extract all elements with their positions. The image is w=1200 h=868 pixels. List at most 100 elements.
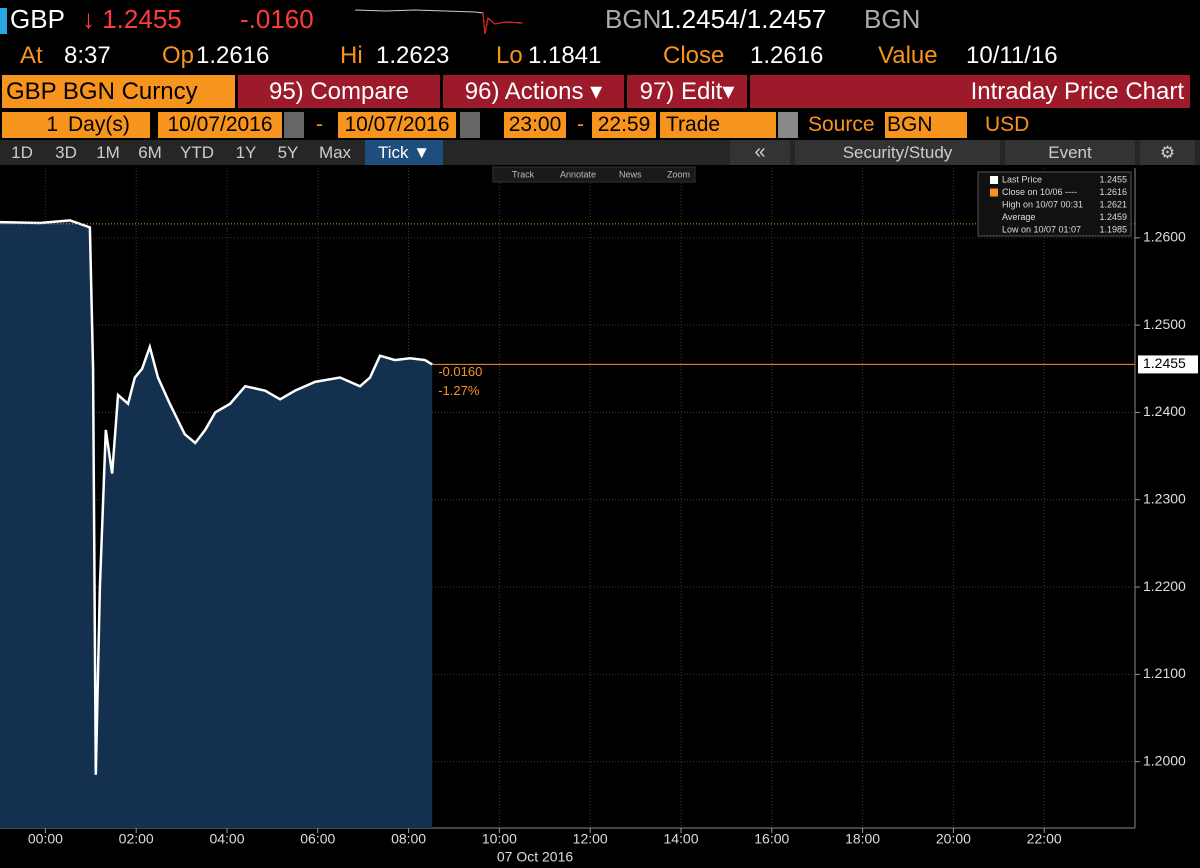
x-tick-label: 08:00 bbox=[391, 831, 426, 847]
chart-tool: News bbox=[619, 169, 642, 179]
x-tick-label: 10:00 bbox=[482, 831, 517, 847]
y-tick-label: 1.2300 bbox=[1143, 490, 1186, 506]
field-select[interactable]: Trade bbox=[660, 112, 776, 138]
period-unit[interactable]: Day(s) bbox=[62, 112, 150, 138]
chart-tool: Track bbox=[512, 169, 535, 179]
calendar-icon[interactable] bbox=[284, 112, 304, 138]
legend-value: 1.2459 bbox=[1099, 212, 1127, 222]
quote-label: Hi bbox=[340, 42, 363, 69]
source-field[interactable]: BGN bbox=[885, 112, 967, 138]
dropdown-button[interactable] bbox=[778, 112, 798, 138]
x-tick-label: 00:00 bbox=[28, 831, 63, 847]
y-tick-label: 1.2600 bbox=[1143, 229, 1186, 245]
range-tab[interactable]: 5Y bbox=[277, 143, 299, 162]
chart-tool: Annotate bbox=[560, 169, 596, 179]
legend-label: Last Price bbox=[1002, 174, 1042, 184]
range-tab[interactable]: 1D bbox=[11, 143, 33, 162]
bid-ask: 1.2454/1.2457 bbox=[660, 4, 827, 34]
legend-value: 1.1985 bbox=[1099, 224, 1127, 234]
x-tick-label: 04:00 bbox=[209, 831, 244, 847]
tab-bar bbox=[0, 140, 1200, 165]
legend-label: Close on 10/06 ---- bbox=[1002, 187, 1077, 197]
range-tab[interactable]: 3D bbox=[55, 143, 77, 162]
x-tick-label: 02:00 bbox=[119, 831, 154, 847]
start-date[interactable]: 10/07/2016 bbox=[158, 112, 282, 138]
calendar-icon[interactable] bbox=[460, 112, 480, 138]
x-axis-label: 07 Oct 2016 bbox=[497, 849, 573, 865]
quote-label: Value bbox=[878, 42, 938, 69]
range-tab[interactable]: Max bbox=[318, 143, 352, 162]
x-tick-label: 20:00 bbox=[936, 831, 971, 847]
chart-tools bbox=[492, 166, 696, 183]
legend-label: Average bbox=[1002, 212, 1035, 222]
menu-button[interactable]: 96) Actions ▾ bbox=[443, 75, 624, 108]
range-tab[interactable]: 1Y bbox=[235, 143, 257, 162]
period-field[interactable]: 1 bbox=[2, 112, 62, 138]
x-tick-label: 16:00 bbox=[754, 831, 789, 847]
x-tick-label: 14:00 bbox=[663, 831, 698, 847]
range-tab[interactable]: 6M bbox=[138, 143, 162, 162]
legend-label: Low on 10/07 01:07 bbox=[1002, 224, 1081, 234]
legend-value: 1.2616 bbox=[1099, 187, 1127, 197]
chart-tool: Zoom bbox=[667, 169, 690, 179]
change-annotation: -0.0160 bbox=[438, 364, 482, 379]
quote-value: 10/11/16 bbox=[966, 42, 1058, 69]
end-date[interactable]: 10/07/2016 bbox=[338, 112, 456, 138]
x-tick-label: 18:00 bbox=[845, 831, 880, 847]
collapse-button[interactable]: « bbox=[730, 140, 790, 165]
ticker-marker bbox=[0, 8, 7, 34]
legend-swatch bbox=[990, 176, 998, 184]
quote-label: Op bbox=[162, 42, 195, 69]
quote-label: Close bbox=[663, 42, 725, 69]
change-annotation: -1.27% bbox=[438, 383, 480, 398]
quote-value: 8:37 bbox=[64, 42, 111, 69]
x-tick-label: 06:00 bbox=[300, 831, 335, 847]
last-price: ↓ 1.2455 bbox=[82, 4, 182, 34]
settings-button[interactable]: ⚙ bbox=[1140, 140, 1195, 165]
start-time[interactable]: 23:00 bbox=[504, 112, 566, 138]
menu-button[interactable]: 95) Compare bbox=[238, 75, 440, 108]
legend-swatch bbox=[990, 188, 998, 197]
quote-label: At bbox=[20, 42, 43, 69]
area bbox=[0, 220, 433, 828]
quote-value: 1.2623 bbox=[376, 42, 450, 69]
range-tab[interactable]: YTD bbox=[180, 143, 214, 162]
security-study-button[interactable]: Security/Study bbox=[795, 140, 1000, 165]
x-tick-label: 12:00 bbox=[573, 831, 608, 847]
currency[interactable]: USD bbox=[985, 113, 1030, 136]
end-time[interactable]: 22:59 bbox=[592, 112, 656, 138]
quote-value: 1.2616 bbox=[196, 42, 270, 69]
price-line bbox=[0, 219, 433, 775]
ask-source: BGN bbox=[864, 4, 921, 34]
legend-value: 1.2621 bbox=[1099, 199, 1127, 209]
y-tick-label: 1.2500 bbox=[1143, 316, 1186, 332]
security-field[interactable]: GBP BGN Curncy bbox=[2, 75, 235, 108]
x-tick-label: 22:00 bbox=[1027, 831, 1062, 847]
y-tick-label: 1.2100 bbox=[1143, 665, 1186, 681]
legend-label: High on 10/07 00:31 bbox=[1002, 199, 1083, 209]
menu-button[interactable]: 97) Edit▾ bbox=[627, 75, 747, 108]
bid-source: BGN bbox=[605, 4, 662, 34]
range-tab[interactable]: 1M bbox=[96, 143, 120, 162]
quote-value: 1.1841 bbox=[528, 42, 602, 69]
separator: - bbox=[577, 113, 584, 136]
quote-value: 1.2616 bbox=[750, 42, 824, 69]
legend bbox=[977, 171, 1132, 237]
price-change: -.0160 bbox=[240, 4, 314, 34]
quote-label: Lo bbox=[496, 42, 523, 69]
source-label: Source bbox=[808, 113, 875, 136]
ticker: GBP bbox=[10, 4, 65, 34]
event-button[interactable]: Event bbox=[1005, 140, 1135, 165]
page-title: Intraday Price Chart bbox=[750, 75, 1190, 108]
last-price-tag bbox=[1138, 355, 1198, 374]
y-tick-label: 1.2400 bbox=[1143, 403, 1186, 419]
legend-value: 1.2455 bbox=[1099, 174, 1127, 184]
y-tick-label: 1.2000 bbox=[1143, 752, 1186, 768]
separator: - bbox=[316, 113, 323, 136]
range-tab[interactable]: Tick ▼ bbox=[365, 140, 443, 165]
last-price-label: 1.2455 bbox=[1143, 355, 1186, 371]
y-tick-label: 1.2200 bbox=[1143, 578, 1186, 594]
sparkline bbox=[355, 9, 524, 35]
